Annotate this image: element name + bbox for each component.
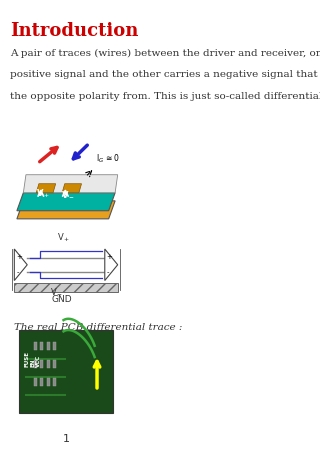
Text: The real PCB differential trace :: The real PCB differential trace :	[14, 323, 183, 333]
Polygon shape	[14, 249, 27, 280]
Text: I$_G$ ≅ 0: I$_G$ ≅ 0	[96, 152, 120, 165]
Bar	[47, 342, 50, 350]
Text: +: +	[16, 255, 22, 260]
Bar	[40, 378, 44, 386]
Bar	[47, 360, 50, 368]
Text: V$_-$: V$_-$	[51, 286, 64, 296]
Text: A pair of traces (wires) between the driver and receiver, one trace carries the: A pair of traces (wires) between the dri…	[11, 48, 320, 58]
Text: positive signal and the other carries a negative signal that is both equal to, a: positive signal and the other carries a …	[11, 70, 320, 79]
Text: V$_+$: V$_+$	[36, 188, 51, 200]
Text: Introduction: Introduction	[11, 22, 139, 40]
Text: V$_-$: V$_-$	[61, 188, 75, 198]
Text: 1: 1	[62, 434, 69, 443]
Text: GND: GND	[52, 295, 72, 304]
Bar	[53, 378, 56, 386]
Bar	[40, 342, 44, 350]
Bar	[47, 378, 50, 386]
Text: +: +	[107, 255, 113, 260]
Bar	[34, 378, 37, 386]
Text: -: -	[107, 270, 109, 276]
Bar	[14, 283, 118, 292]
Bar	[53, 360, 56, 368]
Text: FUSE
EN
VCC: FUSE EN VCC	[25, 352, 41, 367]
Bar	[34, 342, 37, 350]
Text: the opposite polarity from. This is just so-called differential signal [1].: the opposite polarity from. This is just…	[11, 92, 320, 101]
Polygon shape	[17, 201, 115, 219]
Bar	[40, 360, 44, 368]
Bar	[20, 330, 113, 413]
Polygon shape	[105, 249, 118, 280]
Polygon shape	[62, 184, 82, 193]
Text: V$_+$: V$_+$	[57, 231, 70, 244]
Polygon shape	[17, 193, 115, 211]
Polygon shape	[36, 184, 56, 193]
Bar	[53, 342, 56, 350]
Bar	[34, 360, 37, 368]
Text: -: -	[16, 270, 19, 276]
Polygon shape	[23, 175, 118, 193]
